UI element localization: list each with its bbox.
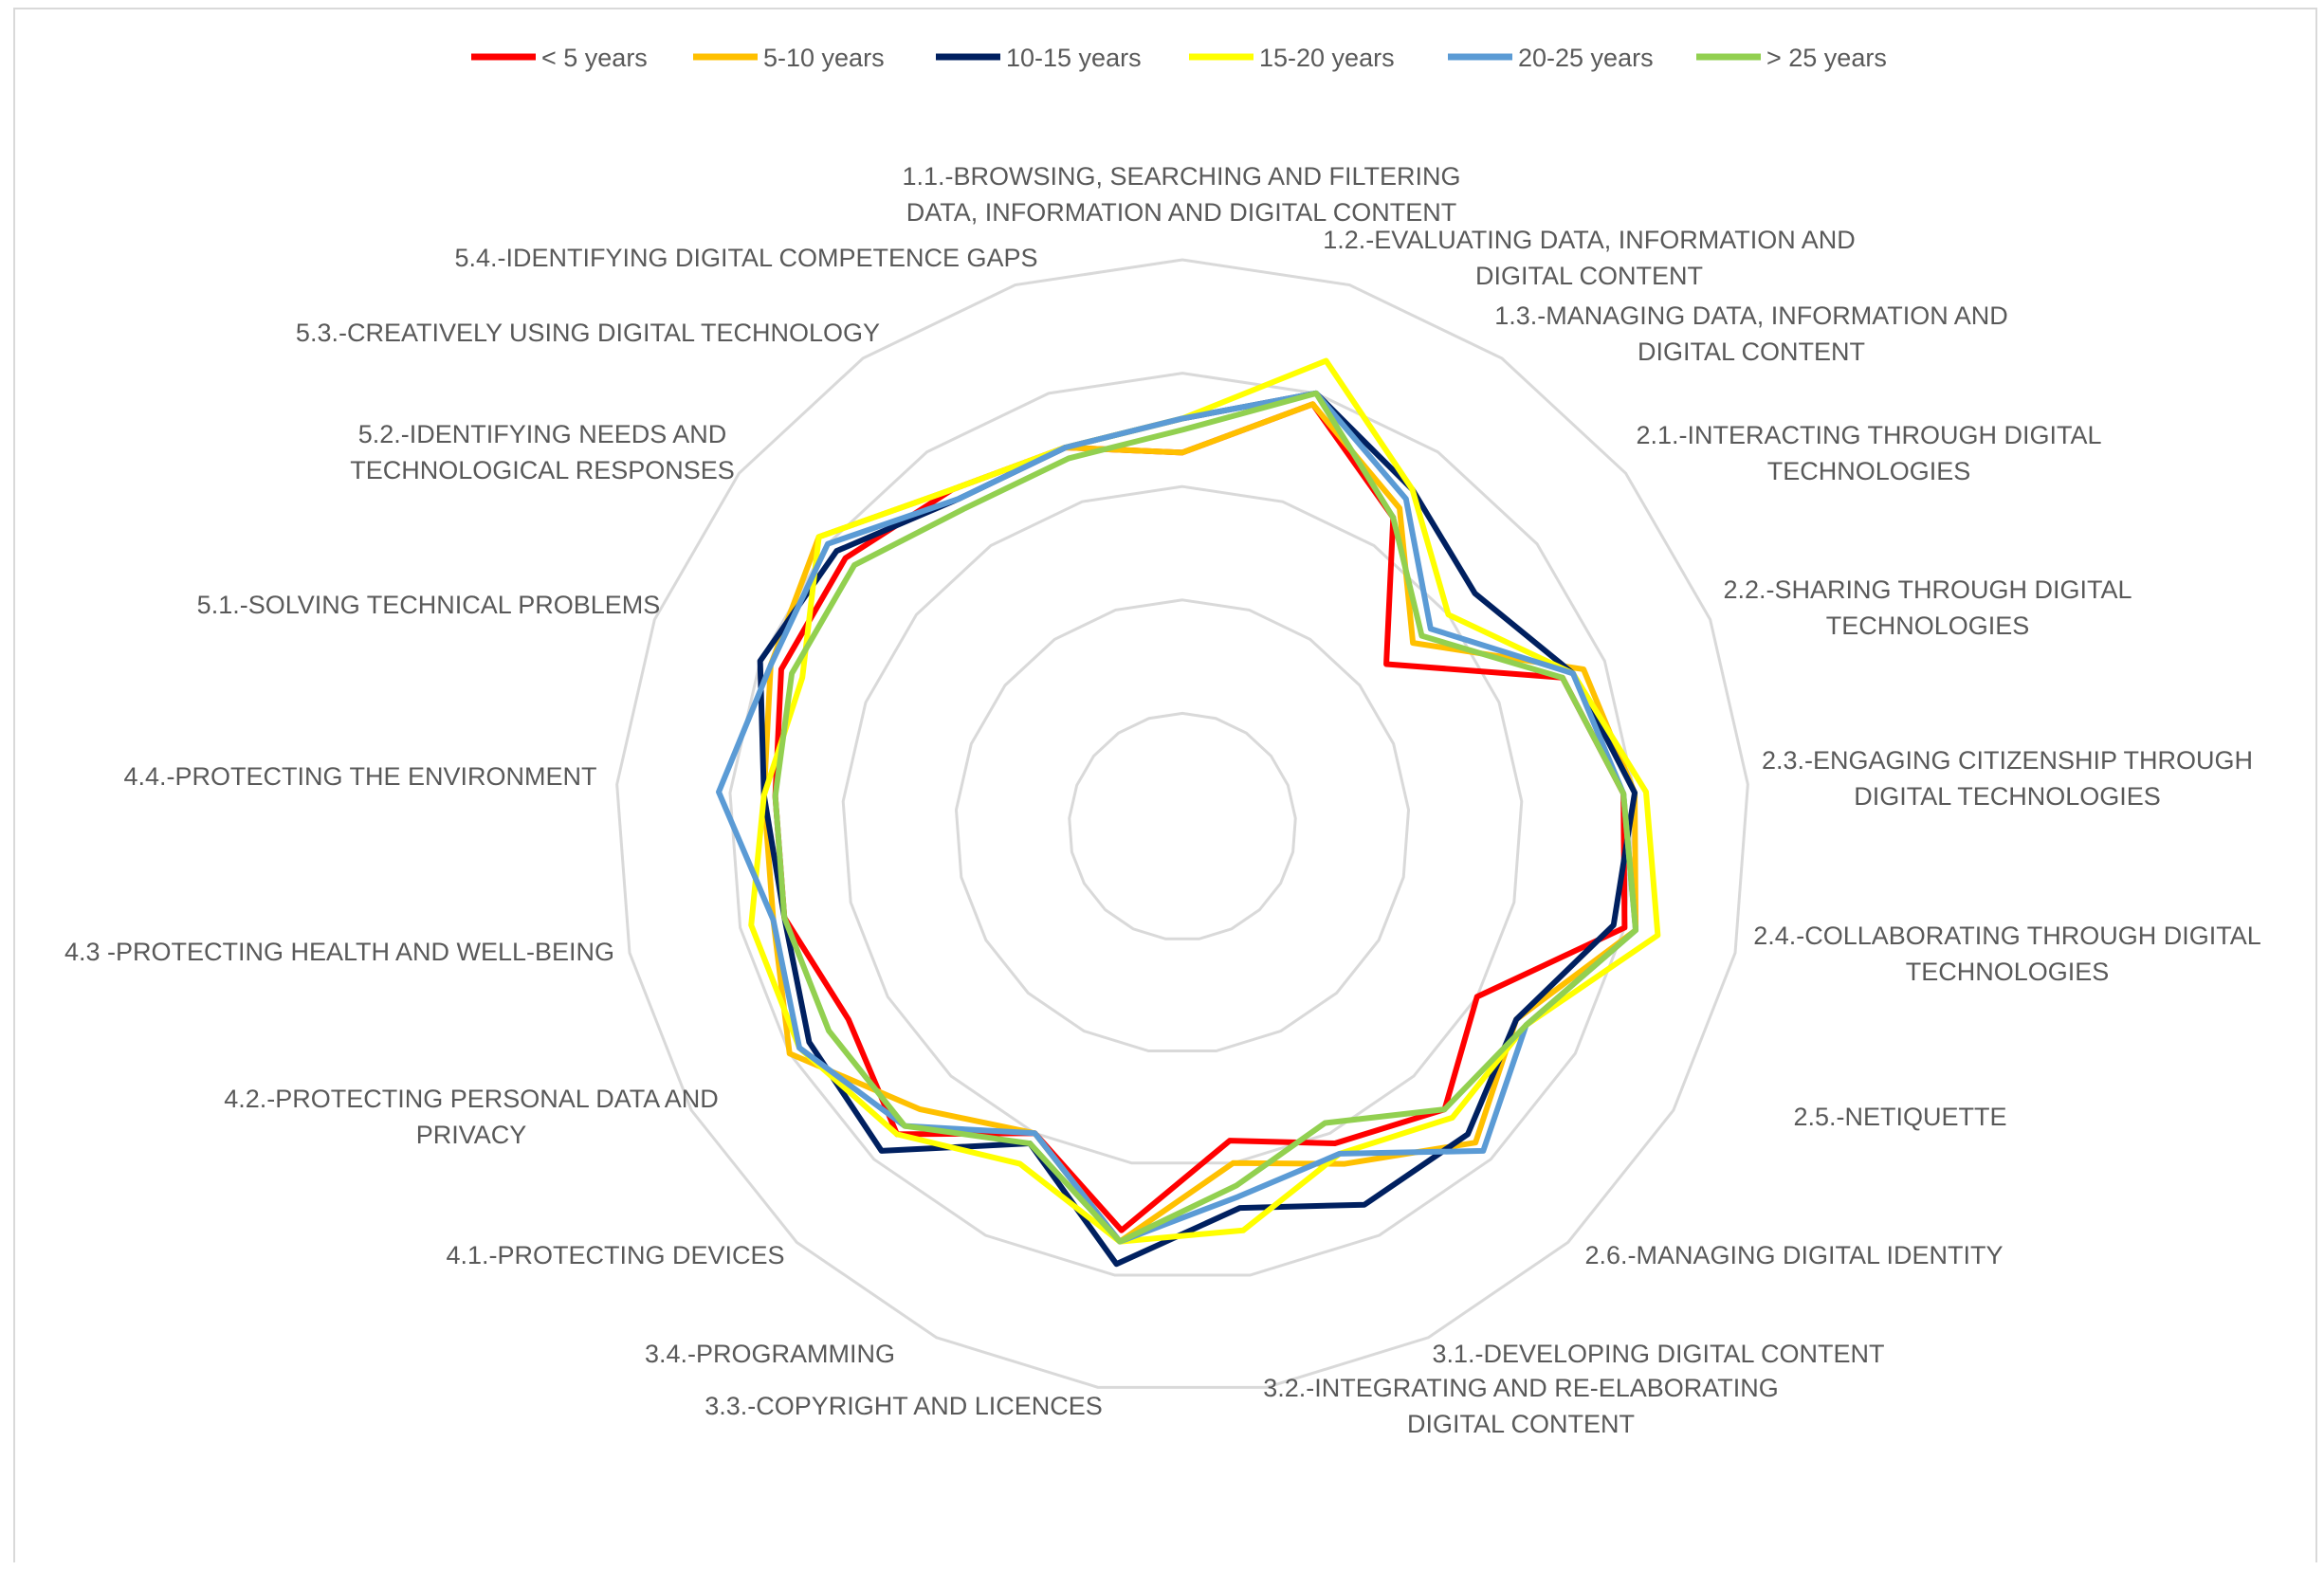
axis-label-2: 1.3.-MANAGING DATA, INFORMATION AND DIGIT… — [1494, 301, 2008, 366]
axis-label-16: 4.4.-PROTECTING THE ENVIRONMENT — [123, 762, 596, 791]
legend-label-0: < 5 years — [541, 44, 648, 72]
series-line-3 — [748, 357, 1661, 1245]
axis-label-7: 2.5.-NETIQUETTE — [1793, 1103, 2006, 1131]
grid-ring-4 — [728, 372, 1637, 1277]
axis-label-6: 2.4.-COLLABORATING THROUGH DIGITAL TECHNO… — [1753, 922, 2261, 986]
axis-label-17: 5.1.-SOLVING TECHNICAL PROBLEMS — [197, 591, 661, 619]
axis-labels: 1.1.-BROWSING, SEARCHING AND FILTERING DA… — [64, 162, 2261, 1438]
grid-ring-1 — [1068, 711, 1297, 940]
grid-ring-2 — [954, 598, 1411, 1053]
series-line-0 — [772, 401, 1628, 1233]
grid-ring-3 — [841, 484, 1524, 1165]
legend: < 5 years 5-10 years 10-15 years 15-20 year… — [471, 44, 1887, 72]
legend-label-4: 20-25 years — [1518, 44, 1654, 72]
grid-ring-5 — [615, 258, 1749, 1389]
axis-label-3: 2.1.-INTERACTING THROUGH DIGITAL TECHNOLO… — [1636, 421, 2101, 485]
radar-grid — [615, 258, 1749, 1389]
axis-label-9: 3.1.-DEVELOPING DIGITAL CONTENT — [1432, 1340, 1884, 1368]
axis-label-19: 5.3.-CREATIVELY USING DIGITAL TECHNOLOGY — [296, 319, 880, 347]
legend-label-3: 15-20 years — [1259, 44, 1395, 72]
axis-label-14: 4.2.-PROTECTING PERSONAL DATA AND PRIVACY — [224, 1085, 719, 1149]
axis-label-8: 2.6.-MANAGING DIGITAL IDENTITY — [1584, 1241, 2003, 1269]
series-line-4 — [716, 390, 1639, 1245]
axis-label-0: 1.1.-BROWSING, SEARCHING AND FILTERING DA… — [902, 162, 1460, 227]
axis-label-12: 3.4.-PROGRAMMING — [645, 1340, 895, 1368]
axis-label-15: 4.3 -PROTECTING HEALTH AND WELL-BEING — [64, 938, 614, 966]
axis-label-1: 1.2.-EVALUATING DATA, INFORMATION AND DIG… — [1323, 226, 1856, 290]
series-line-5 — [772, 390, 1639, 1245]
chart-frame — [13, 8, 2317, 1562]
axis-label-13: 4.1.-PROTECTING DEVICES — [446, 1241, 784, 1269]
axis-label-4: 2.2.-SHARING THROUGH DIGITAL TECHNOLOGIES — [1723, 575, 2132, 640]
axis-label-20: 5.4.-IDENTIFYING DIGITAL COMPETENCE GAPS — [454, 244, 1037, 272]
legend-label-5: > 25 years — [1766, 44, 1887, 72]
radar-series — [716, 357, 1661, 1268]
legend-label-2: 10-15 years — [1006, 44, 1142, 72]
axis-label-5: 2.3.-ENGAGING CITIZENSHIP THROUGH DIGITAL… — [1762, 746, 2253, 811]
axis-label-11: 3.3.-COPYRIGHT AND LICENCES — [705, 1392, 1103, 1420]
legend-label-1: 5-10 years — [763, 44, 885, 72]
axis-label-10: 3.2.-INTEGRATING AND RE-ELABORATING DIGIT… — [1263, 1374, 1779, 1438]
axis-label-18: 5.2.-IDENTIFYING NEEDS AND TECHNOLOGICAL … — [350, 420, 735, 484]
